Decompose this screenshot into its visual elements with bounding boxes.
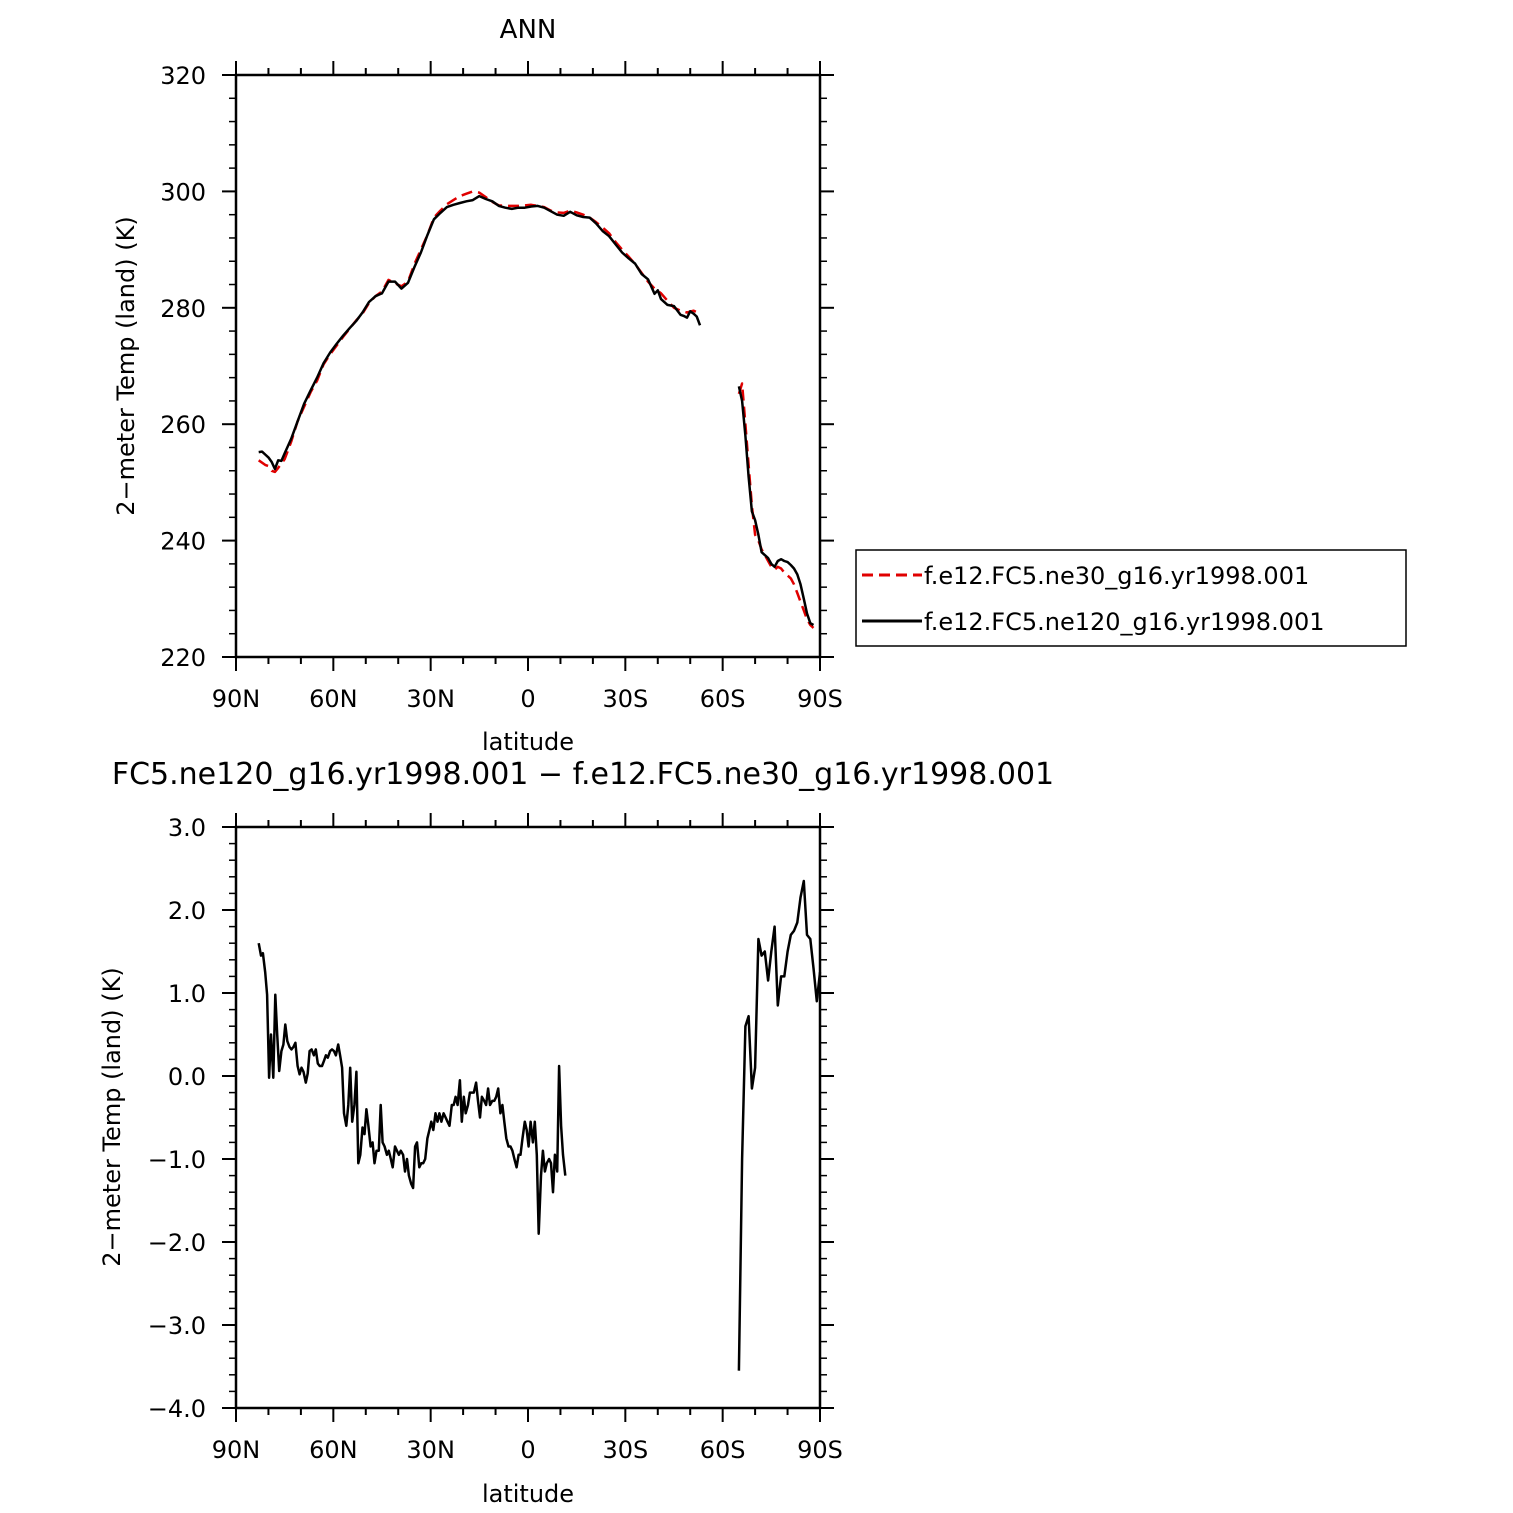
series-line-0-segment-0 (257, 942, 567, 1235)
plot-area (257, 190, 815, 629)
y-tick-label: 280 (160, 295, 206, 323)
x-axis-label: latitude (482, 1480, 574, 1508)
plot-frame (234, 825, 822, 1410)
y-tick-label: 3.0 (168, 814, 206, 842)
series-line-0-segment-1 (737, 879, 822, 1371)
x-tick-label: 90S (797, 685, 843, 713)
y-tick-label: 1.0 (168, 980, 206, 1008)
y-tick-label: 220 (160, 644, 206, 672)
x-tick-label: 60N (309, 685, 358, 713)
plot-area (257, 879, 822, 1371)
difference-chart: FC5.ne120_g16.yr1998.001 − f.e12.FC5.ne3… (98, 757, 1054, 1508)
chart-title: FC5.ne120_g16.yr1998.001 − f.e12.FC5.ne3… (112, 757, 1054, 792)
x-tick-label: 90N (212, 685, 261, 713)
legend-box (855, 549, 1407, 647)
series-line-1-segment-0 (258, 194, 702, 471)
tick-labels: 90N 60N 30N 0 30S 60S 90S −4.0 −3.0 −2.0 −1.0 0.0 1.… (148, 814, 843, 1464)
y-tick-label: 320 (160, 62, 206, 90)
temperature-chart: ANN 2−meter Temp (land) (K) latitude 90N… (112, 15, 1407, 756)
y-tick-label: 2.0 (168, 897, 206, 925)
x-axis-label: latitude (482, 728, 574, 756)
x-tick-label: 0 (520, 685, 535, 713)
x-tick-label: 30N (406, 1436, 455, 1464)
y-tick-label: −3.0 (148, 1312, 206, 1340)
x-tick-label: 90S (797, 1436, 843, 1464)
y-tick-label: 260 (160, 411, 206, 439)
y-tick-label: 0.0 (168, 1063, 206, 1091)
y-axis-label: 2−meter Temp (land) (K) (98, 967, 126, 1266)
legend-label-ne120: f.e12.FC5.ne120_g16.yr1998.001 (924, 608, 1325, 636)
x-tick-label: 30S (602, 1436, 648, 1464)
y-tick-label: −4.0 (148, 1395, 206, 1423)
axis-ticks (222, 61, 834, 671)
y-axis-label: 2−meter Temp (land) (K) (112, 216, 140, 515)
y-tick-label: −1.0 (148, 1146, 206, 1174)
x-tick-label: 0 (520, 1436, 535, 1464)
x-tick-label: 30S (602, 685, 648, 713)
y-tick-label: 300 (160, 178, 206, 206)
x-tick-label: 60N (309, 1436, 358, 1464)
x-tick-label: 60S (700, 1436, 746, 1464)
legend-label-ne30: f.e12.FC5.ne30_g16.yr1998.001 (924, 562, 1309, 590)
x-tick-label: 60S (700, 685, 746, 713)
y-tick-label: −2.0 (148, 1229, 206, 1257)
series-line-1-segment-1 (737, 386, 815, 627)
y-tick-label: 240 (160, 528, 206, 556)
tick-labels: 90N 60N 30N 0 30S 60S 90S 220 240 260 280 300 320 (160, 62, 843, 713)
legend: f.e12.FC5.ne30_g16.yr1998.001 f.e12.FC5.… (855, 549, 1407, 647)
x-tick-label: 30N (406, 685, 455, 713)
plot-frame (234, 73, 822, 659)
chart-title: ANN (500, 15, 557, 45)
x-tick-label: 90N (212, 1436, 261, 1464)
